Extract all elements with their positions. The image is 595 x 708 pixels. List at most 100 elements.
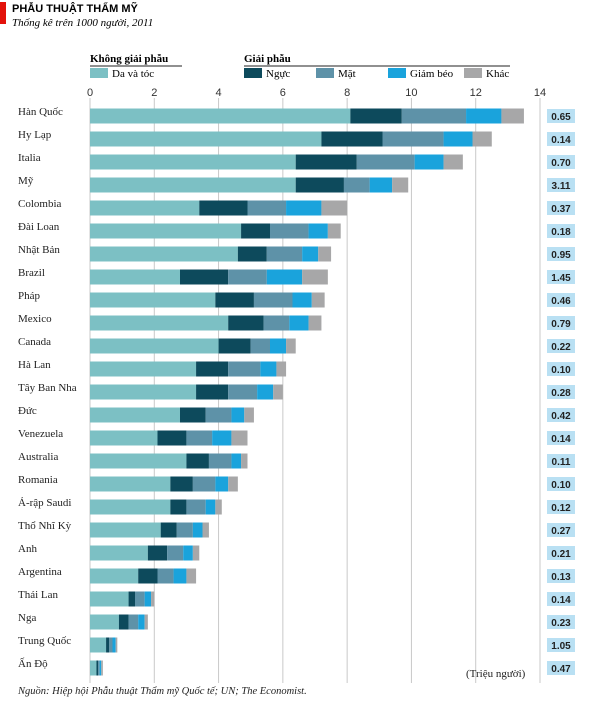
bar-8-4	[311, 292, 325, 308]
bar-23-4	[115, 637, 118, 653]
bar-24-3	[99, 660, 102, 676]
bar-0-4	[501, 108, 524, 124]
bar-10-0	[90, 338, 219, 354]
bar-17-4	[215, 499, 222, 515]
category-label-10: Canada	[18, 336, 51, 348]
bar-10-4	[286, 338, 296, 354]
population-value-18: 0.27	[551, 526, 571, 537]
bar-23-1	[106, 637, 110, 653]
legend: Da và tóc Ngực Mặt Giảm béo Khác	[90, 68, 509, 80]
population-box-18	[547, 523, 575, 537]
bar-16-3	[215, 476, 229, 492]
bar-1-3	[443, 131, 473, 147]
population-unit-label: (Triệu người)	[466, 668, 526, 680]
bar-4-1	[199, 200, 248, 216]
bar-1-0	[90, 131, 322, 147]
bar-17-3	[205, 499, 216, 515]
bar-3-3	[369, 177, 393, 193]
x-tick-8: 8	[344, 87, 350, 99]
category-label-1: Hy Lạp	[18, 129, 52, 141]
bar-7-1	[180, 269, 229, 285]
bar-4-2	[247, 200, 287, 216]
population-box-11	[547, 362, 575, 376]
population-box-0	[547, 109, 575, 123]
category-label-5: Đài Loan	[18, 221, 60, 233]
bar-20-3	[173, 568, 187, 584]
x-tick-10: 10	[405, 87, 417, 99]
bar-2-0	[90, 154, 296, 170]
population-box-6	[547, 247, 575, 261]
bar-3-1	[295, 177, 344, 193]
population-value-15: 0.11	[552, 457, 571, 468]
category-label-4: Colombia	[18, 198, 62, 210]
bar-23-0	[90, 637, 107, 653]
x-axis-ticks: 0 2 4 6 8 10 12 14	[87, 87, 546, 99]
population-value-3: 3.11	[552, 181, 571, 192]
legend-2-label: Mặt	[338, 68, 356, 80]
category-label-8: Pháp	[18, 290, 41, 302]
bar-9-1	[228, 315, 264, 331]
bar-19-4	[192, 545, 200, 561]
legend-group-non-surgical: Không giải phẫu	[90, 53, 168, 65]
population-box-5	[547, 224, 575, 238]
bar-16-4	[228, 476, 238, 492]
category-label-7: Brazil	[18, 267, 45, 279]
bar-3-2	[343, 177, 370, 193]
chart-subtitle: Thống kê trên 1000 người, 2011	[12, 17, 153, 29]
population-value-5: 0.18	[551, 227, 571, 238]
bar-19-2	[167, 545, 184, 561]
legend-4-swatch	[464, 68, 482, 78]
population-box-16	[547, 477, 575, 491]
bar-11-0	[90, 361, 197, 377]
bar-12-0	[90, 384, 197, 400]
chart-title: PHẪU THUẬT THẨM MỸ	[12, 2, 139, 15]
category-label-22: Nga	[18, 612, 36, 624]
bar-14-3	[212, 430, 232, 446]
bar-13-3	[231, 407, 245, 423]
category-label-2: Italia	[18, 152, 41, 164]
bar-4-4	[321, 200, 348, 216]
legend-1-label: Ngực	[266, 68, 290, 80]
category-label-14: Venezuela	[18, 428, 63, 440]
population-value-7: 1.45	[551, 273, 571, 284]
population-box-13	[547, 408, 575, 422]
bar-13-0	[90, 407, 180, 423]
bar-17-2	[186, 499, 206, 515]
bar-2-4	[443, 154, 463, 170]
population-value-19: 0.21	[551, 549, 571, 560]
bar-7-4	[302, 269, 328, 285]
bar-21-3	[144, 591, 152, 607]
bar-22-2	[128, 614, 139, 630]
bar-23-2	[109, 637, 113, 653]
population-value-8: 0.46	[551, 296, 571, 307]
bar-5-3	[308, 223, 328, 239]
bar-14-2	[186, 430, 213, 446]
bar-14-1	[157, 430, 187, 446]
population-box-19	[547, 546, 575, 560]
bar-17-0	[90, 499, 171, 515]
bar-9-4	[308, 315, 322, 331]
legend-0-label: Da và tóc	[112, 68, 154, 80]
bar-2-3	[414, 154, 444, 170]
population-box-4	[547, 201, 575, 215]
population-value-23: 1.05	[551, 641, 571, 652]
bar-12-2	[228, 384, 258, 400]
bar-20-1	[138, 568, 158, 584]
category-label-13: Đức	[18, 405, 37, 417]
bar-20-0	[90, 568, 139, 584]
bar-4-3	[286, 200, 322, 216]
bar-7-2	[228, 269, 267, 285]
category-label-6: Nhật Bản	[18, 244, 60, 256]
population-value-22: 0.23	[551, 618, 571, 629]
bar-5-0	[90, 223, 242, 239]
category-label-21: Thái Lan	[18, 589, 59, 601]
bar-13-1	[180, 407, 206, 423]
category-label-15: Australia	[18, 451, 58, 463]
x-tick-0: 0	[87, 87, 93, 99]
category-label-18: Thổ Nhĩ Kỳ	[18, 520, 72, 532]
bar-9-3	[289, 315, 309, 331]
bar-0-0	[90, 108, 351, 124]
bar-21-4	[151, 591, 155, 607]
bar-20-4	[186, 568, 197, 584]
